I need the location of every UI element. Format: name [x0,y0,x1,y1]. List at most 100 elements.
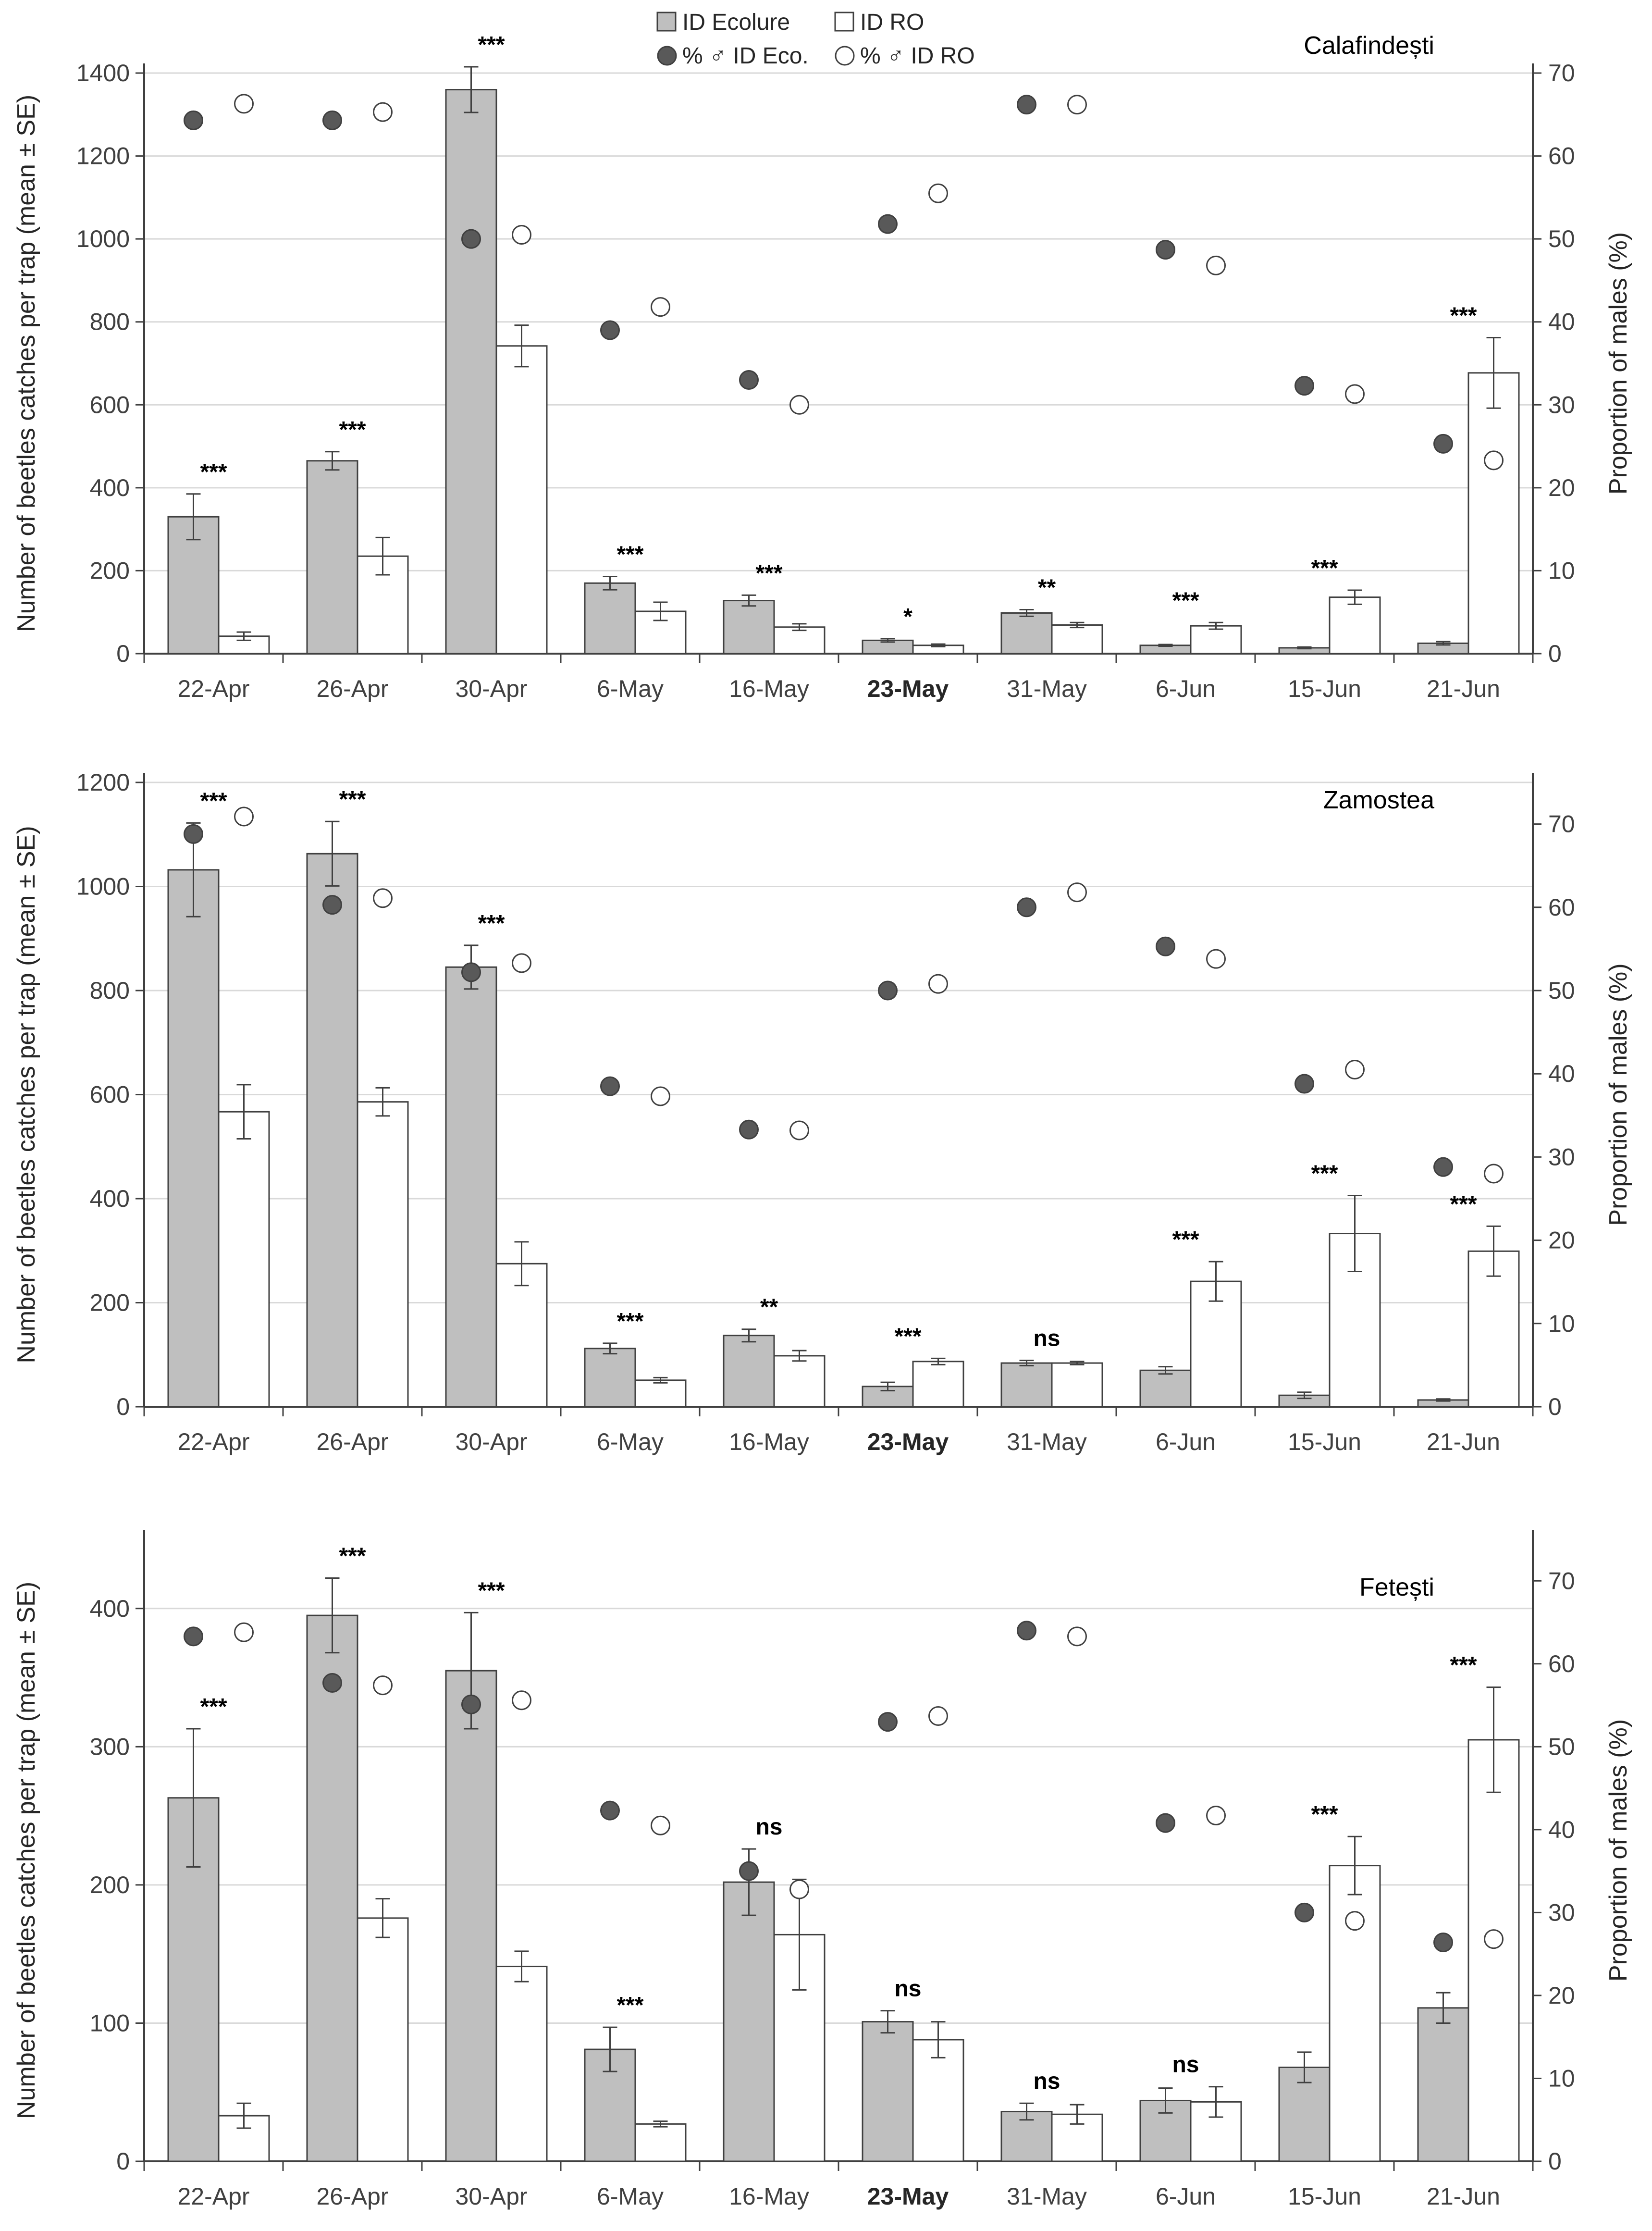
pct-males-ecolure-point [878,214,898,234]
bar-ro [1051,1362,1103,1408]
bar-ecolure [306,853,358,1408]
pct-males-ro-point [928,974,948,994]
y-tick-label: 200 [90,1872,130,1898]
pct-males-ecolure-point [1017,95,1036,115]
bar-ecolure [445,966,497,1408]
pct-males-ecolure-point [600,320,620,340]
y2-tick-label: 0 [1548,1393,1562,1420]
pct-males-ecolure-point [1156,936,1175,956]
bar-ecolure [445,89,497,655]
x-tick-label: 6-May [597,2183,664,2210]
x-tick-label: 30-Apr [455,1428,527,1455]
pct-males-ecolure-point [1156,1813,1175,1833]
x-tick-label: 15-Jun [1288,675,1361,702]
bar-ecolure [723,1335,775,1408]
pct-males-ecolure-point [184,110,203,130]
significance-label: *** [478,32,505,58]
pct-males-ro-point [1067,882,1087,903]
pct-males-ecolure-point [739,1861,759,1881]
y-tick-label: 800 [90,977,130,1004]
x-tick-label: 6-Jun [1156,675,1216,702]
bar-ro [634,2123,687,2162]
pct-males-ro-point [1484,450,1504,471]
y2-tick-label: 60 [1548,143,1575,170]
pct-males-ecolure-point [1433,1933,1453,1953]
significance-label: *** [200,1694,227,1720]
x-tick-label: 21-Jun [1427,1428,1500,1455]
significance-label: *** [1450,1191,1477,1217]
pct-males-ro-point [512,225,531,245]
bar-ecolure [1139,1369,1192,1408]
x-tick-label: 30-Apr [455,675,527,702]
significance-label: *** [616,542,643,568]
x-tick-label: 21-Jun [1427,2183,1500,2210]
x-tick-label: 16-May [729,2183,809,2210]
significance-label: ** [760,1295,778,1320]
y-tick-label: 1200 [76,769,130,796]
significance-label: *** [339,1544,366,1569]
bar-ro [1329,596,1381,655]
pct-males-ecolure-point [878,1712,898,1732]
pct-males-ro-point [928,183,948,203]
bar-ro [1467,1739,1520,2162]
y2-axis-title: Proportion of males (%) [1604,1719,1632,1982]
pct-males-ecolure-point [1017,897,1036,917]
pct-males-ro-point [373,888,393,908]
pct-males-ro-point [1345,384,1365,404]
bar-ro [218,1111,270,1408]
pct-males-ecolure-point [600,1800,620,1821]
y-tick-label: 1000 [76,225,130,252]
pct-males-ro-point [651,1815,670,1835]
bar-ecolure [584,1348,636,1408]
x-tick-label: 31-May [1007,1428,1087,1455]
y-tick-label: 1000 [76,873,130,900]
y2-tick-label: 60 [1548,1650,1575,1677]
y-axis-title: Number of beetles catches per trap (mean… [12,826,40,1363]
y2-axis-title: Proportion of males (%) [1604,232,1632,495]
y-tick-label: 0 [116,2148,130,2175]
pct-males-ro-point [789,395,809,415]
significance-label: * [903,604,912,630]
y-tick-label: 1400 [76,60,130,87]
significance-label: *** [339,787,366,812]
pct-males-ro-point [928,1706,948,1726]
pct-males-ro-point [1067,95,1087,115]
significance-label: *** [200,788,227,814]
y-tick-label: 600 [90,391,130,418]
pct-males-ro-point [789,1120,809,1140]
x-tick-label: 6-May [597,1428,664,1455]
y2-tick-label: 70 [1548,1567,1575,1594]
significance-label: *** [755,560,782,586]
y2-tick-label: 70 [1548,60,1575,87]
bar-ro [912,1361,964,1408]
x-tick-label: 23-May [867,675,949,702]
y-tick-label: 1200 [76,143,130,170]
significance-label: *** [1172,1227,1199,1252]
significance-label: ns [1033,2069,1060,2094]
significance-label: *** [1450,303,1477,329]
y2-tick-label: 70 [1548,811,1575,838]
legend: ID Ecolure ID RO % ♂ ID Eco. % ♂ ID RO [656,10,975,69]
bar-ro [495,345,548,655]
x-tick-label: 15-Jun [1288,2183,1361,2210]
pct-males-ecolure-point [184,1626,203,1647]
significance-label: *** [1311,1161,1338,1187]
y2-tick-label: 30 [1548,391,1575,418]
significance-label: *** [1311,1802,1338,1827]
y2-tick-label: 50 [1548,225,1575,252]
legend-pct-eco-label: % ♂ ID Eco. [682,43,809,69]
bar-ro [634,1379,687,1408]
significance-label: *** [1311,556,1338,581]
pct-males-ecolure-point [1433,434,1453,454]
pct-males-ecolure-point [1294,376,1314,396]
pct-males-ro-point [651,297,670,317]
pct-males-ecolure-point [1433,1157,1453,1177]
x-tick-label: 26-Apr [316,1428,388,1455]
bar-ro [1051,624,1103,655]
bar-ro [1329,1865,1381,2162]
pct-males-ro-point [234,94,254,114]
y2-tick-label: 30 [1548,1899,1575,1926]
y-tick-label: 400 [90,474,130,501]
bar-ecolure [445,1670,497,2162]
y-tick-label: 300 [90,1733,130,1760]
